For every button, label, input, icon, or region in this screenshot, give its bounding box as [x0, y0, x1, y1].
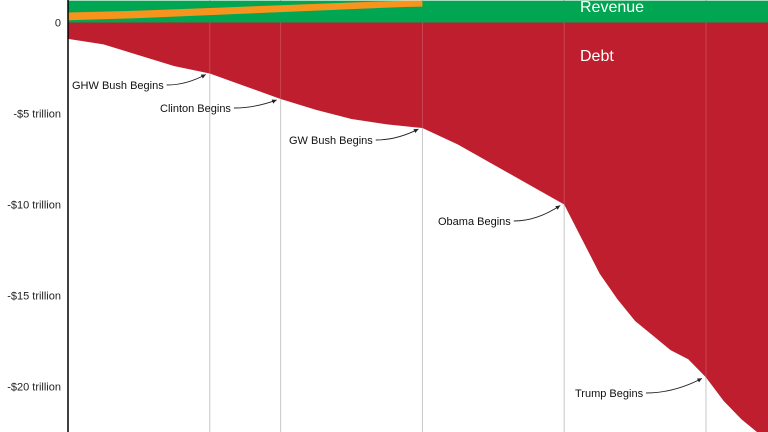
y-tick-label: -$15 trillion — [7, 291, 61, 303]
plot-areas — [68, 0, 768, 432]
annotation-label: Trump Begins — [575, 388, 644, 400]
area-spending — [68, 0, 423, 21]
annotation-label: Clinton Begins — [160, 103, 231, 115]
area-debt — [68, 22, 768, 432]
annotation-label: Obama Begins — [438, 216, 511, 228]
series-label-debt: Debt — [580, 48, 614, 65]
y-tick-labels: 0 -$5 trillion -$10 trillion -$15 trillion -… — [7, 18, 61, 394]
annotation-arrowhead — [271, 99, 277, 104]
annotation-arrow — [375, 128, 419, 141]
annotation-arrowhead — [696, 378, 702, 383]
series-labels: Revenue Debt — [580, 0, 644, 65]
annotation-arrow — [233, 99, 277, 109]
annotation-2: Clinton Begins — [160, 99, 277, 115]
y-tick-label: -$20 trillion — [7, 382, 61, 394]
y-tick-label: 0 — [55, 18, 61, 30]
annotation-arrowhead — [555, 205, 561, 210]
annotations: GHW Bush Begins Clinton Begins GW Bush Beg… — [72, 74, 703, 400]
annotation-arrow — [513, 205, 561, 222]
annotation-arrowhead — [200, 74, 206, 79]
area-revenue — [68, 0, 768, 23]
annotation-arrowhead — [413, 129, 419, 134]
y-tick-label: -$5 trillion — [13, 109, 61, 121]
annotation-arrow — [646, 378, 703, 394]
annotation-arrow — [166, 74, 206, 86]
annotation-label: GW Bush Begins — [289, 135, 373, 147]
annotation-4: Obama Begins — [438, 205, 561, 228]
series-label-revenue: Revenue — [580, 0, 644, 16]
annotation-5: Trump Begins — [575, 378, 703, 400]
annotation-1: GHW Bush Begins — [72, 74, 206, 92]
annotation-3: GW Bush Begins — [289, 128, 419, 147]
y-tick-label: -$10 trillion — [7, 200, 61, 212]
annotation-label: GHW Bush Begins — [72, 80, 164, 92]
